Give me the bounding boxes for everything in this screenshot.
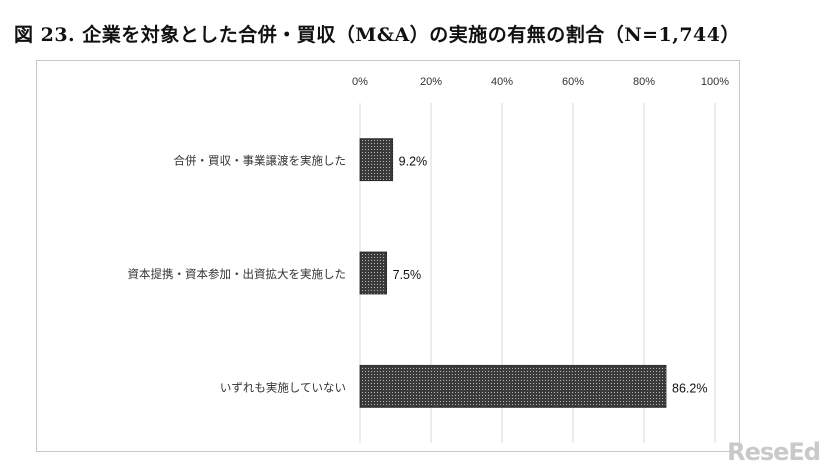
category-label: 資本提携・資本参加・出資拡大を実施した	[128, 267, 347, 281]
x-tick-label: 0%	[352, 76, 368, 88]
data-label: 9.2%	[399, 155, 428, 169]
labels: 9.2% 合併・買収・事業譲渡を実施した 7.5% 資本提携・資本参加・出資拡大を実施…	[128, 154, 708, 396]
x-tick-label: 60%	[562, 76, 584, 88]
x-tick-label: 80%	[633, 76, 655, 88]
data-label: 7.5%	[393, 268, 422, 282]
chart-area: 0% 20% 40% 60% 80% 100% 9.2% 合併・買収・事業譲渡を実施した 7.…	[36, 60, 740, 452]
bar-chart: 0% 20% 40% 60% 80% 100% 9.2% 合併・買収・事業譲渡を実施した 7.…	[128, 76, 729, 443]
bar	[359, 138, 394, 182]
bars	[359, 138, 667, 408]
bar	[359, 251, 388, 295]
x-tick-label: 40%	[491, 76, 513, 88]
x-axis-ticks: 0% 20% 40% 60% 80% 100%	[352, 76, 729, 88]
category-label: いずれも実施していない	[220, 380, 346, 394]
data-label: 86.2%	[672, 381, 707, 395]
watermark-logo: ReseEd	[727, 438, 821, 466]
category-label: 合併・買収・事業譲渡を実施した	[174, 154, 347, 168]
bar	[359, 364, 667, 408]
chart-title: 図 23. 企業を対象とした合併・買収（M&A）の実施の有無の割合（N=1,74…	[14, 24, 740, 46]
x-tick-label: 20%	[420, 76, 442, 88]
x-tick-label: 100%	[701, 76, 729, 88]
